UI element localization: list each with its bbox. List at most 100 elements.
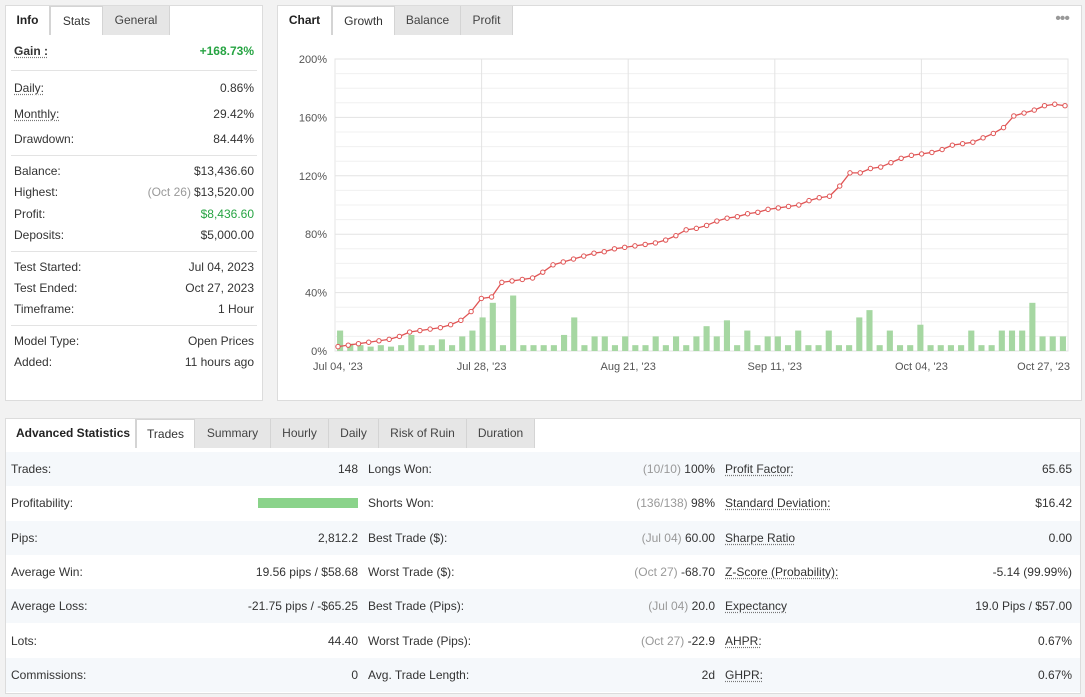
stat-value: -5.14 (99.99%) (992, 564, 1072, 579)
stat-detail: (136/138) (636, 496, 688, 511)
stat-detail: (Jul 04) (648, 599, 689, 614)
bar (744, 330, 751, 351)
y-tick-label: 200% (299, 54, 327, 66)
highest-value-wrap: (Oct 26) $13,520.00 (148, 182, 254, 202)
stat-label[interactable]: GHPR: (725, 667, 764, 682)
data-point (939, 146, 945, 153)
added-row: Added: 11 hours ago (14, 352, 254, 372)
bar (774, 336, 781, 351)
data-point (888, 159, 894, 166)
data-point (1021, 110, 1027, 116)
data-point (478, 295, 485, 302)
data-point (1031, 107, 1037, 113)
stat-value: (Jul 04) 20.0 (648, 589, 715, 623)
data-point (918, 151, 925, 157)
x-tick-label: Oct 27, '23 (1017, 361, 1070, 373)
bar (978, 345, 985, 351)
bar (489, 302, 496, 351)
data-point (970, 139, 976, 145)
bar (1008, 330, 1016, 351)
tab-trades[interactable]: Trades (136, 419, 195, 448)
bar (825, 330, 832, 351)
tab-stats[interactable]: Stats (50, 6, 103, 35)
tab-hourly[interactable]: Hourly (271, 419, 329, 448)
timeframe-row: Timeframe: 1 Hour (14, 299, 254, 319)
stat-label[interactable]: Profit Factor: (725, 462, 794, 476)
data-point (396, 333, 403, 340)
tab-balance[interactable]: Balance (395, 6, 461, 35)
profitability-bar (258, 498, 358, 509)
monthly-value: 29.42% (213, 107, 254, 121)
bar (561, 334, 568, 351)
data-point (785, 203, 792, 210)
stat-label: Longs Won: (368, 462, 432, 476)
tab-duration[interactable]: Duration (467, 419, 535, 448)
stat-detail: (Oct 27) (634, 564, 678, 579)
data-point (468, 308, 474, 315)
tab-daily[interactable]: Daily (329, 419, 379, 448)
data-point (488, 294, 495, 300)
stat-label: Worst Trade ($): (368, 564, 455, 579)
stat-label: Best Trade (Pips): (368, 599, 465, 614)
tab-growth[interactable]: Growth (332, 6, 395, 35)
bar (581, 345, 588, 351)
advanced-stats-title: Advanced Statistics (6, 419, 136, 448)
divider (11, 325, 257, 326)
bar (703, 326, 710, 351)
model-type-label: Model Type: (14, 334, 80, 348)
daily-row: Daily: 0.86% (14, 78, 254, 98)
bar (784, 345, 792, 351)
data-point (929, 149, 935, 156)
stat-value: 44.40 (327, 633, 358, 648)
tab-profit[interactable]: Profit (461, 6, 513, 35)
data-point (1041, 103, 1048, 109)
bar (601, 336, 608, 351)
data-point (755, 209, 761, 216)
stat-value: (Oct 27) -22.9 (641, 624, 715, 658)
test-ended-label: Test Ended: (14, 281, 78, 295)
stat-label: Trades: (11, 462, 52, 476)
tab-info[interactable]: Info (6, 6, 50, 35)
stat-label[interactable]: Expectancy (725, 599, 788, 614)
daily-label[interactable]: Daily: (14, 81, 45, 95)
table-row: Trades: 148 Longs Won: (10/10) 100% Profit F… (6, 452, 1080, 486)
gain-label[interactable]: Gain : (14, 44, 49, 58)
stat-label[interactable]: AHPR: (725, 633, 762, 648)
tab-chart[interactable]: Chart (278, 6, 332, 35)
bar (1059, 336, 1066, 351)
bar (968, 330, 975, 351)
data-point (990, 130, 997, 137)
bar (469, 330, 476, 351)
data-point (366, 339, 372, 345)
tab-risk-of-ruin[interactable]: Risk of Ruin (379, 419, 467, 448)
stat-value: 2,812.2 (317, 530, 358, 545)
chart-panel: Chart Growth Balance Profit ••• 0% 40% 80%… (277, 5, 1082, 401)
x-tick-label: Jul 04, '23 (313, 361, 363, 373)
more-dots-icon[interactable]: ••• (1055, 10, 1070, 27)
table-row: Pips: 2,812.2 Best Trade ($): (Jul 04) 60.0… (6, 520, 1080, 555)
monthly-label[interactable]: Monthly: (14, 107, 60, 121)
data-point (683, 227, 689, 233)
tab-summary[interactable]: Summary (195, 419, 271, 448)
stat-label[interactable]: Standard Deviation: (725, 496, 831, 511)
stat-label[interactable]: Z-Score (Probability): (725, 564, 839, 579)
bar (642, 345, 649, 351)
data-point (1052, 101, 1058, 107)
stat-label: Average Win: (11, 564, 83, 579)
stat-label[interactable]: Sharpe Ratio (725, 530, 796, 545)
tab-general[interactable]: General (103, 6, 170, 35)
advanced-tabs: Advanced Statistics Trades Summary Hourl… (6, 419, 535, 449)
data-point (826, 193, 833, 199)
data-point (406, 329, 413, 335)
data-point (581, 253, 587, 259)
bar (438, 339, 445, 351)
data-point (652, 240, 659, 246)
bar (835, 345, 842, 351)
table-row: Lots: 44.40 Worst Trade (Pips): (Oct 27) -2… (6, 624, 1080, 658)
data-point (427, 326, 433, 332)
advanced-stats-panel: Advanced Statistics Trades Summary Hourl… (5, 418, 1081, 694)
bar (754, 345, 761, 351)
stat-label: Avg. Trade Length: (368, 667, 470, 682)
stat-label: Lots: (11, 633, 38, 648)
bar (998, 330, 1005, 351)
